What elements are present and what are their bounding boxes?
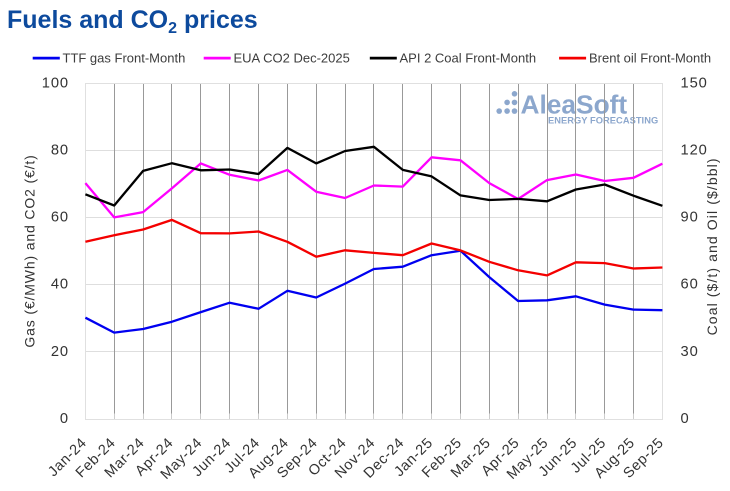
svg-text:60: 60 (51, 210, 69, 226)
svg-text:150: 150 (681, 76, 708, 92)
svg-text:90: 90 (681, 210, 699, 226)
svg-text:20: 20 (51, 344, 69, 360)
svg-text:Brent oil Front-Month: Brent oil Front-Month (589, 50, 711, 65)
svg-text:80: 80 (51, 143, 69, 159)
svg-text:TTF gas Front-Month: TTF gas Front-Month (63, 50, 186, 65)
svg-text:Fuels and CO2 prices: Fuels and CO2 prices (7, 6, 258, 37)
svg-text:API 2 Coal Front-Month: API 2 Coal Front-Month (400, 50, 537, 65)
svg-text:EUA CO2 Dec-2025: EUA CO2 Dec-2025 (234, 50, 350, 65)
svg-text:Gas (€/MWh) and CO2 (€/t): Gas (€/MWh) and CO2 (€/t) (22, 154, 38, 347)
svg-text:Coal ($/t) and Oil ($/bbl): Coal ($/t) and Oil ($/bbl) (704, 157, 720, 335)
svg-text:0: 0 (681, 411, 690, 427)
svg-text:30: 30 (681, 344, 699, 360)
svg-text:ENERGY FORECASTING: ENERGY FORECASTING (548, 115, 658, 125)
svg-text:120: 120 (681, 143, 708, 159)
svg-text:60: 60 (681, 277, 699, 293)
svg-text:100: 100 (42, 76, 69, 92)
svg-text:40: 40 (51, 277, 69, 293)
svg-text:0: 0 (60, 411, 69, 427)
svg-text:AleaSoft: AleaSoft (521, 90, 628, 120)
